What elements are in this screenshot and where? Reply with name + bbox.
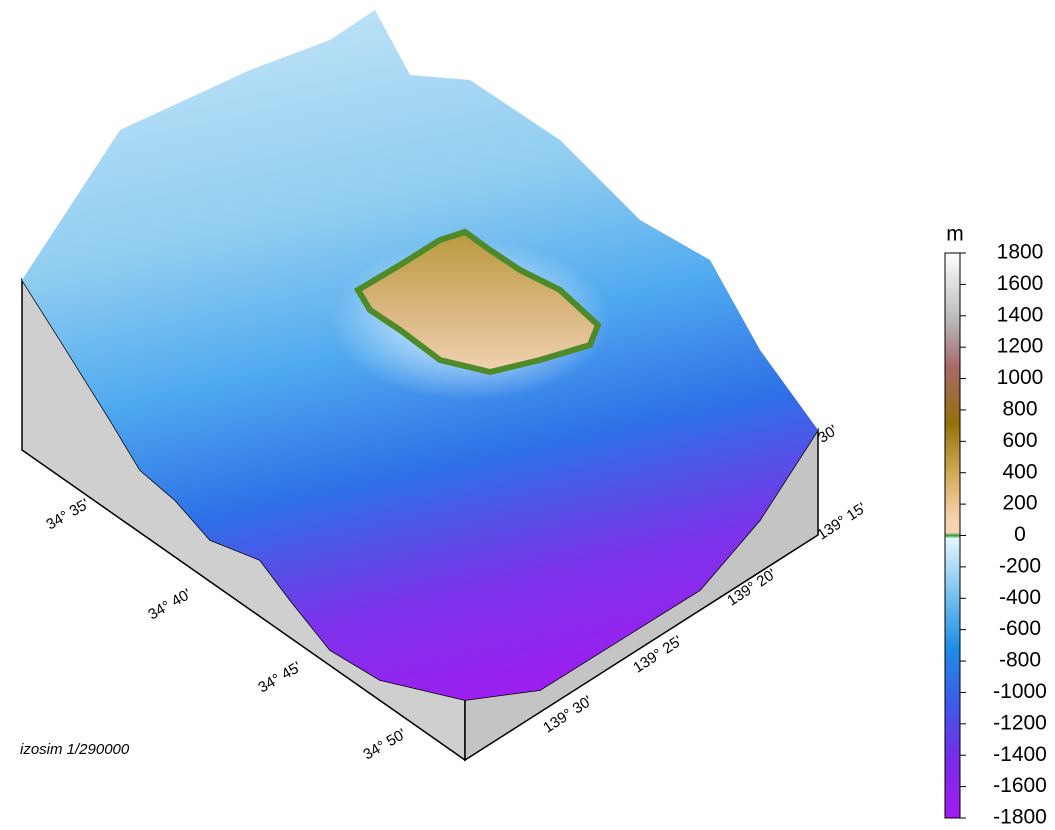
colorbar-tick-label: 600	[1002, 429, 1037, 452]
lat-label: 34° 35'	[43, 496, 92, 534]
colorbar-tick-label: -1800	[993, 806, 1047, 829]
caption: izosim 1/290000	[20, 741, 130, 758]
colorbar-tick-label: -400	[999, 586, 1041, 609]
colorbar-tick-label: -1600	[993, 774, 1047, 797]
colorbar-tick-label: -1400	[993, 743, 1047, 766]
colorbar-tick-label: 1000	[997, 366, 1044, 389]
colorbar: m 1800 1600 1400 1200 1000 800 600 400 200 0 -200 -…	[945, 223, 1047, 829]
colorbar-tick-label: -1200	[993, 711, 1047, 734]
colorbar-tick-label: 1400	[997, 303, 1044, 326]
colorbar-unit: m	[946, 223, 964, 246]
lat-label: 34° 45'	[255, 659, 304, 697]
lat-label: 34° 50'	[360, 726, 409, 764]
colorbar-tick-label: 400	[1002, 460, 1037, 483]
map-figure: izosim 1/290000 30' 34° 35' 34° 40' 34° 45…	[0, 0, 1055, 830]
colorbar-tick-label: -600	[999, 617, 1041, 640]
colorbar-tick-label: 800	[1002, 397, 1037, 420]
lat-label: 34° 40'	[145, 586, 194, 624]
colorbar-tick-label: -1000	[993, 680, 1047, 703]
colorbar-tick-label: 1800	[997, 241, 1044, 264]
colorbar-ramp	[945, 253, 960, 818]
colorbar-tick-label: 1200	[997, 335, 1044, 358]
colorbar-tick-label: 0	[1014, 523, 1026, 546]
colorbar-tick-label: -200	[999, 554, 1041, 577]
colorbar-tick-label: 200	[1002, 492, 1037, 515]
colorbar-tick-label: 1600	[997, 272, 1044, 295]
occluded-label: 30'	[815, 422, 841, 447]
colorbar-tick-label: -800	[999, 649, 1041, 672]
lon-label: 139° 15'	[814, 499, 869, 543]
